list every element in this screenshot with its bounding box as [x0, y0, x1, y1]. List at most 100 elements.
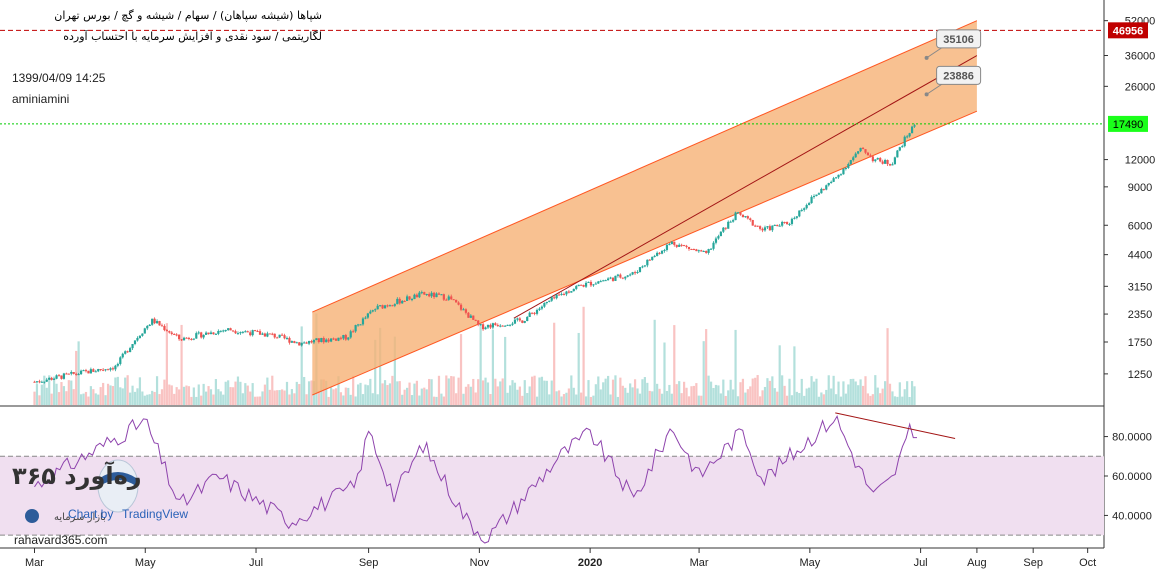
- volume-bar: [486, 382, 490, 405]
- candle-body: [60, 375, 63, 379]
- volume-bar: [334, 388, 338, 405]
- candle-body: [540, 306, 544, 309]
- candle-body: [790, 218, 794, 224]
- channel-median-line: [513, 55, 978, 319]
- candle-body: [717, 236, 720, 239]
- volume-bar: [675, 384, 678, 405]
- candle-body: [87, 370, 90, 374]
- volume-bar: [560, 396, 563, 405]
- volume-bar: [310, 380, 313, 405]
- candle-body: [165, 330, 168, 332]
- candle-body: [173, 333, 176, 335]
- candle-body: [665, 244, 669, 250]
- volume-bar: [717, 385, 720, 405]
- candle-body: [754, 225, 757, 227]
- candle-body: [160, 325, 164, 327]
- volume-bar: [891, 391, 894, 405]
- candle-body: [783, 221, 786, 223]
- volume-bar: [376, 394, 379, 405]
- candle-body: [768, 226, 771, 231]
- volume-bar: [457, 377, 460, 405]
- candle-body: [570, 291, 573, 293]
- candle-body: [396, 298, 399, 305]
- candle-body: [155, 321, 159, 324]
- candle-body: [207, 332, 210, 335]
- volume-bar: [834, 394, 838, 405]
- volume-bar: [53, 376, 56, 405]
- candle-body: [432, 292, 436, 298]
- candle-body: [35, 381, 39, 383]
- volume-bar: [682, 381, 686, 405]
- volume-bar: [151, 390, 154, 405]
- volume-bar: [864, 376, 867, 405]
- candle-body: [347, 337, 350, 340]
- volume-bar: [38, 395, 41, 405]
- candle-body: [896, 150, 899, 158]
- candle-body: [626, 275, 629, 277]
- candle-body: [714, 238, 718, 243]
- volume-bar: [668, 384, 671, 405]
- volume-bar: [415, 380, 419, 405]
- candle-body: [658, 252, 661, 254]
- volume-bar: [180, 324, 183, 405]
- volume-bar: [231, 387, 235, 405]
- candle-body: [452, 299, 455, 301]
- volume-bar: [241, 393, 244, 405]
- volume-bar: [410, 395, 414, 405]
- candle-body: [200, 332, 203, 338]
- candle-body: [687, 246, 691, 250]
- candle-body: [734, 212, 737, 221]
- volume-bar: [381, 383, 384, 405]
- volume-bar: [896, 396, 899, 405]
- candle-body: [741, 214, 745, 218]
- candle-body: [842, 168, 845, 175]
- candle-body: [800, 209, 803, 211]
- rsi-divergence-line: [835, 412, 956, 440]
- candle-body: [633, 272, 637, 274]
- volume-bar: [653, 319, 656, 405]
- volume-bar: [732, 389, 735, 405]
- x-tick-label: Oct: [1079, 557, 1096, 569]
- volume-bar: [173, 393, 176, 405]
- volume-bar: [249, 391, 252, 405]
- volume-bar: [352, 375, 355, 405]
- candle-body: [219, 330, 222, 332]
- candle-body: [565, 291, 568, 295]
- volume-bar: [366, 385, 369, 405]
- candle-body: [57, 375, 61, 377]
- volume-bar: [815, 378, 818, 405]
- volume-bar: [479, 323, 482, 405]
- volume-bar: [305, 394, 308, 405]
- volume-bar: [638, 393, 642, 405]
- volume-bar: [553, 322, 556, 405]
- candle-body: [906, 136, 909, 138]
- candle-body: [111, 368, 115, 370]
- volume-bar: [599, 389, 602, 405]
- candle-body: [508, 324, 512, 326]
- volume-bar: [89, 386, 92, 405]
- volume-bar: [349, 394, 352, 405]
- x-tick-label: Nov: [470, 557, 490, 569]
- candle-body: [366, 313, 369, 318]
- candle-body: [854, 153, 857, 158]
- volume-bar: [175, 387, 178, 405]
- volume-bar: [557, 390, 561, 405]
- volume-bar: [842, 381, 845, 405]
- volume-bar: [97, 394, 100, 405]
- regression-channel: [312, 20, 978, 396]
- volume-bar: [322, 379, 325, 405]
- volume-bar: [165, 323, 168, 405]
- volume-bar: [678, 381, 681, 405]
- candle-body: [489, 324, 492, 328]
- candle-body: [513, 319, 517, 324]
- candle-body: [584, 282, 588, 287]
- candle-body: [136, 337, 139, 341]
- candle-body: [673, 241, 676, 245]
- volume-bar: [303, 376, 306, 405]
- candle-body: [410, 299, 414, 301]
- candle-body: [251, 330, 254, 336]
- volume-bar: [92, 389, 95, 405]
- rsi-line: [34, 415, 917, 544]
- volume-bar: [837, 381, 840, 405]
- candle-body: [871, 156, 874, 162]
